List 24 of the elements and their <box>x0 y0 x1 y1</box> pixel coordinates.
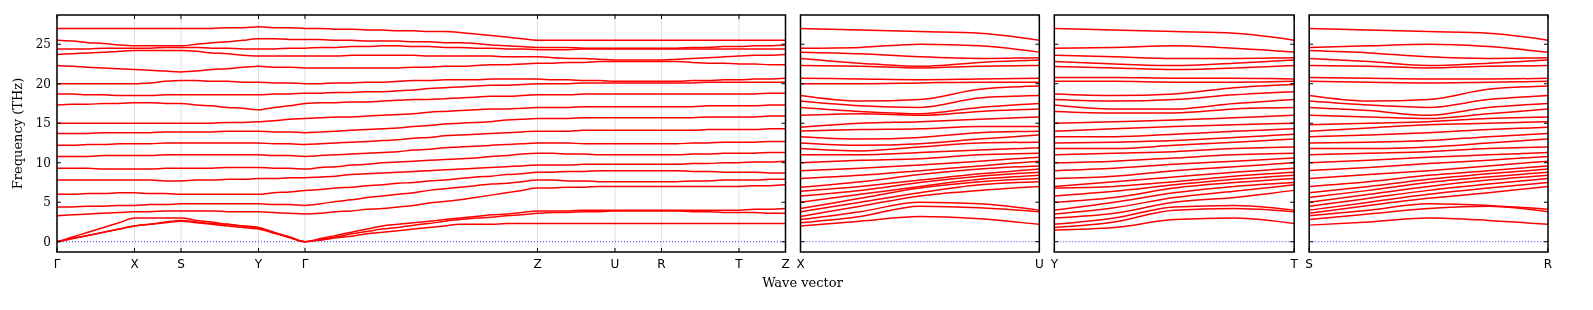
y-tick-label: 10 <box>35 155 51 170</box>
x-tick-label: Y <box>1049 257 1059 271</box>
x-tick-label: Z <box>533 257 542 271</box>
x-tick-label: Y <box>253 257 263 271</box>
y-axis-title: Frequency (THz) <box>10 77 25 190</box>
x-tick-label: S <box>1305 257 1313 271</box>
x-tick-label: R <box>1543 257 1553 271</box>
x-tick-label: S <box>177 257 185 271</box>
y-tick-label: 25 <box>35 37 51 52</box>
x-tick-label: U <box>1034 257 1044 271</box>
y-tick-label: 0 <box>43 234 51 249</box>
x-tick-label: T <box>734 257 744 271</box>
x-tick-label: U <box>610 257 620 271</box>
y-tick-label: 15 <box>35 116 51 131</box>
x-axis-title: Wave vector <box>762 275 844 290</box>
x-tick-label: Z <box>781 257 790 271</box>
x-tick-label: R <box>657 257 666 271</box>
y-tick-label: 5 <box>43 195 51 210</box>
x-tick-label: Γ <box>53 257 61 271</box>
x-tick-label: X <box>130 257 139 271</box>
x-tick-label: X <box>796 257 805 271</box>
x-tick-label: Γ <box>301 257 309 271</box>
y-tick-label: 20 <box>35 76 51 91</box>
x-tick-label: T <box>1289 257 1299 271</box>
